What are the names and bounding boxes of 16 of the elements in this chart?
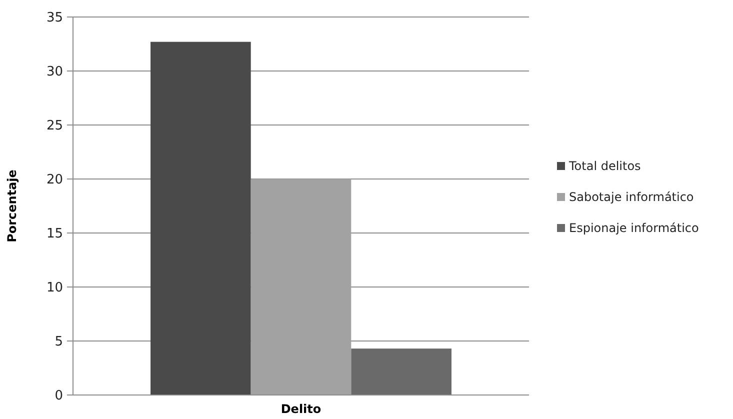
legend-label: Espionaje informático: [569, 221, 699, 236]
legend-label: Sabotaje informático: [569, 190, 694, 204]
y-tick-label: 5: [54, 334, 63, 350]
bar: [351, 348, 452, 395]
y-tick-label: 20: [46, 172, 63, 188]
y-axis-title: Porcentaje: [5, 170, 19, 242]
bar: [150, 42, 251, 395]
y-tick-label: 35: [46, 10, 63, 26]
y-tick-label: 25: [46, 118, 63, 134]
legend-label: Total delitos: [568, 159, 641, 174]
y-tick-label: 10: [46, 280, 63, 296]
y-tick-label: 0: [54, 388, 63, 404]
bar: [250, 179, 352, 395]
x-axis-title: Delito: [280, 402, 322, 416]
y-tick-label: 30: [46, 64, 63, 80]
y-tick-label: 15: [46, 226, 63, 242]
